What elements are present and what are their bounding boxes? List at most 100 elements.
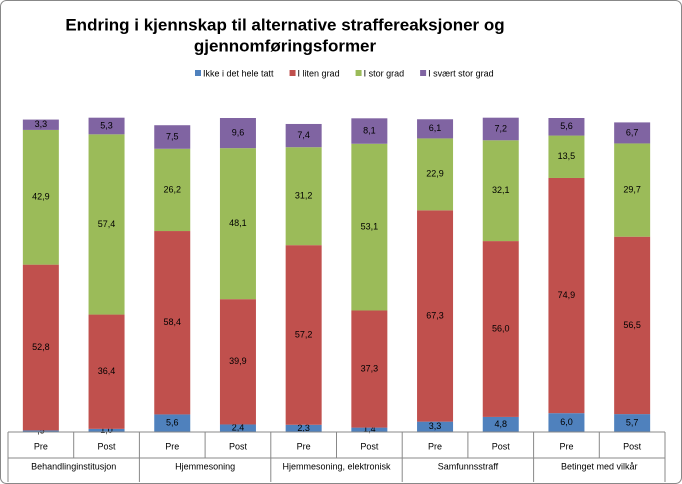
value-label: 7,2 (494, 123, 507, 133)
value-label: 57,2 (295, 329, 313, 339)
value-label: 5,7 (626, 417, 639, 427)
value-label: 3,3 (429, 421, 442, 431)
x-tick-label: Post (229, 441, 248, 451)
x-tick-label: Pre (559, 441, 573, 451)
value-label: 3,3 (35, 119, 48, 129)
value-label: 22,9 (426, 169, 444, 179)
group-label: Betinget med vilkår (561, 461, 638, 471)
value-label: 42,9 (32, 192, 50, 202)
group-label: Hjemmesoning, elektronisk (282, 461, 391, 471)
x-tick-label: Pre (428, 441, 442, 451)
chart-title: gjennomføringsformer (194, 36, 377, 55)
legend-marker (289, 70, 296, 76)
value-label: 67,3 (426, 310, 444, 320)
value-label: 13,5 (558, 151, 576, 161)
bar-segment (614, 143, 651, 237)
value-label: 57,4 (98, 219, 116, 229)
bar-segment (22, 430, 59, 432)
value-label: 58,4 (163, 317, 181, 327)
bar-segment (154, 414, 191, 432)
bar-segment (417, 138, 454, 211)
bar-segment (88, 134, 125, 315)
x-tick-label: Pre (34, 441, 48, 451)
x-tick-label: Post (492, 441, 511, 451)
value-label: 8,1 (363, 125, 376, 135)
bar-segment (351, 143, 388, 311)
value-label: 5,6 (560, 121, 573, 131)
value-label: 2,3 (297, 423, 310, 433)
bar-segment (219, 118, 256, 149)
value-label: 6,1 (429, 123, 442, 133)
bar-segment (285, 424, 322, 432)
value-label: 6,0 (560, 417, 573, 427)
value-label: 7,5 (166, 131, 179, 141)
bar-segment (219, 148, 256, 300)
bar-segment (22, 264, 59, 431)
value-label: 26,2 (163, 184, 181, 194)
bar-segment (285, 123, 322, 148)
value-label: 32,1 (492, 185, 510, 195)
bar-segment (88, 117, 125, 135)
value-label: 52,8 (32, 342, 50, 352)
value-label: 7,4 (297, 130, 310, 140)
group-label: Samfunnsstraff (438, 461, 499, 471)
bar-segment (22, 119, 59, 130)
value-label: 9,6 (232, 127, 245, 137)
legend-label: I liten grad (298, 68, 340, 78)
legend-label: I stor grad (364, 68, 405, 78)
legend-marker (355, 70, 362, 76)
bar-segment (219, 424, 256, 432)
value-label: 1,4 (363, 424, 376, 434)
value-label: 48,1 (229, 218, 247, 228)
x-tick-label: Pre (165, 441, 179, 451)
legend-marker (420, 70, 427, 76)
value-label: 4,8 (494, 419, 507, 429)
chart-title: Endring i kjennskap til alternative stra… (65, 15, 504, 34)
bar-segment (351, 310, 388, 428)
value-label: 53,1 (361, 221, 379, 231)
bar-segment (548, 177, 585, 414)
legend-marker (195, 70, 201, 76)
value-label: 31,2 (295, 191, 313, 201)
value-label: 39,9 (229, 356, 247, 366)
bar-segment (351, 118, 388, 144)
legend-label: Ikke i det hele tatt (203, 68, 274, 78)
legend-label: I svært stor grad (428, 68, 494, 78)
bar-segment (482, 117, 519, 141)
value-label: 1,0 (100, 425, 113, 435)
value-label: 5,6 (166, 418, 179, 428)
bar-segment (548, 118, 585, 136)
value-label: 6,7 (626, 127, 639, 137)
bar-segment (614, 122, 651, 144)
bar-segment (88, 314, 125, 429)
bar-segment (285, 245, 322, 425)
value-label: 2,4 (232, 423, 245, 433)
bar-segment (482, 416, 519, 432)
value-label: 56,5 (623, 320, 641, 330)
bar-segment (285, 147, 322, 246)
bar-segment (614, 236, 651, 415)
x-tick-label: Post (360, 441, 379, 451)
value-label: 56,0 (492, 323, 510, 333)
bar-segment (154, 148, 191, 232)
bar-segment (614, 414, 651, 432)
value-label: 29,7 (623, 184, 641, 194)
bar-segment (548, 135, 585, 178)
x-tick-label: Post (98, 441, 117, 451)
bar-segment (351, 427, 388, 432)
bar-segment (548, 413, 585, 432)
value-label: 5,3 (100, 120, 113, 130)
bar-segment (219, 299, 256, 425)
value-label: 37,3 (361, 363, 379, 373)
x-tick-label: Pre (297, 441, 311, 451)
group-label: Hjemmesoning (175, 461, 235, 471)
group-label: Behandlinginstitusjon (31, 461, 116, 471)
value-label: ,5 (37, 426, 45, 436)
bar-segment (482, 140, 519, 242)
x-tick-label: Post (623, 441, 642, 451)
value-label: 36,4 (98, 366, 116, 376)
value-label: 74,9 (558, 290, 576, 300)
bar-segment (482, 241, 519, 417)
bar-segment (417, 210, 454, 422)
